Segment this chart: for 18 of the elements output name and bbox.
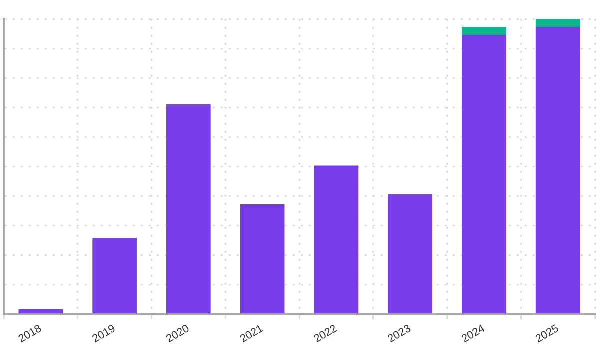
bar: [388, 194, 432, 314]
bar: [166, 104, 211, 314]
x-tick-label: 2024: [460, 322, 488, 346]
bar: [18, 309, 64, 314]
bar: [536, 19, 580, 27]
bar: [240, 204, 285, 314]
bar: [314, 166, 359, 314]
x-tick-label: 2020: [164, 322, 192, 346]
bar: [536, 26, 580, 314]
x-tick-label: 2025: [534, 322, 562, 346]
bar: [462, 26, 506, 35]
x-tick-label: 2021: [238, 322, 266, 346]
x-tick-label: 2019: [90, 322, 118, 346]
x-tick-label: 2018: [16, 322, 44, 346]
x-tick-label: 2022: [312, 322, 340, 346]
bar: [92, 238, 137, 314]
x-tick-label: 2023: [386, 322, 414, 346]
bar: [462, 34, 506, 314]
